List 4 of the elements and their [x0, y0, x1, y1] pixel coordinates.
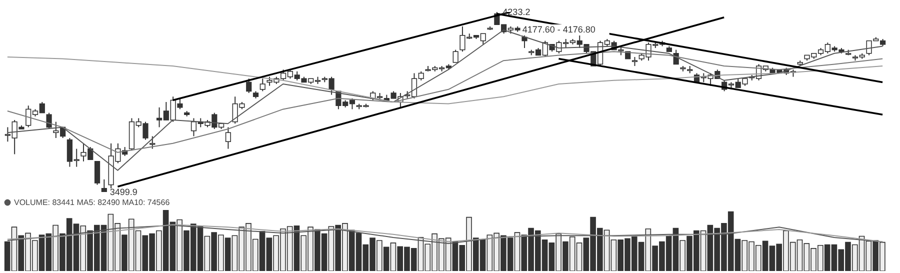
- annotation: 3499.9: [110, 187, 138, 198]
- annotation: 4233.2: [502, 7, 530, 18]
- text: VOLUME: 83441 MA5: 82490 MA10: 74566: [14, 198, 170, 206]
- annotation: 4177.60 - 4176.80: [522, 24, 596, 34]
